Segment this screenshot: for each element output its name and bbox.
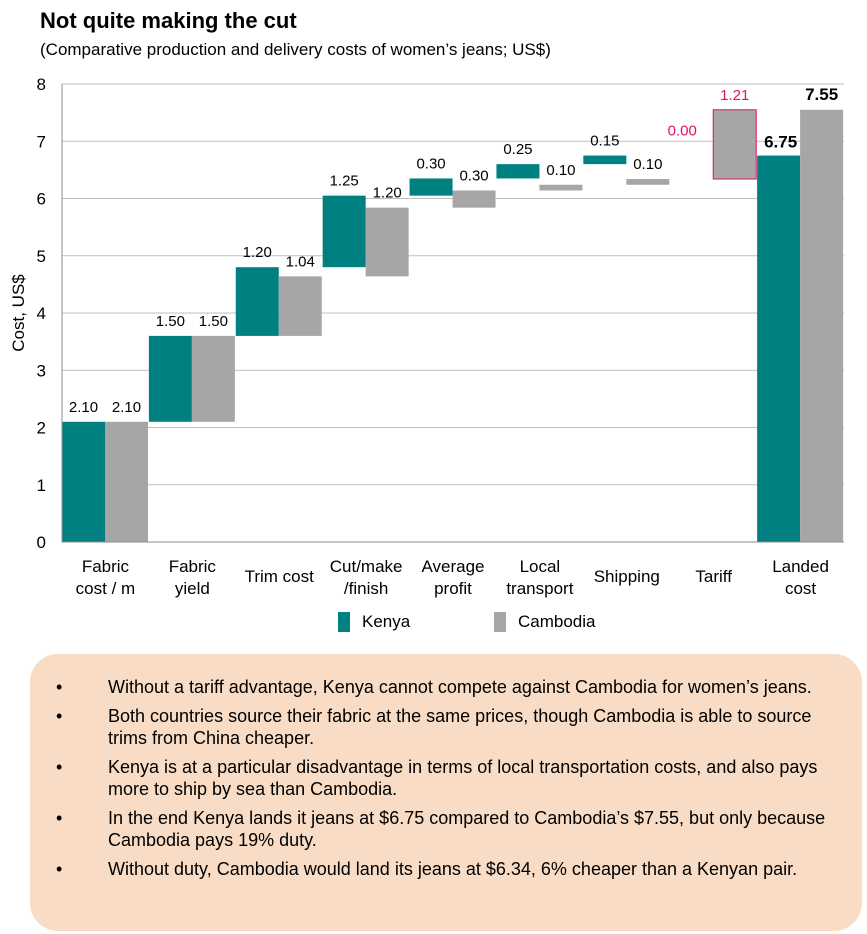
legend-item-kenya: Kenya [338, 612, 410, 632]
y-tick-label: 8 [37, 75, 46, 94]
axes: 0 1 2 3 4 5 6 7 8 Cost, US$ Fabric cost / m Fabric yi… [9, 75, 844, 598]
bar-cambodia-6 [626, 179, 670, 185]
y-tick-label: 1 [37, 476, 46, 495]
bar-kenya-8 [757, 155, 801, 542]
data-label-cambodia: 0.10 [633, 156, 662, 173]
bar-cambodia-5 [539, 184, 583, 191]
data-label-cambodia: 0.30 [459, 167, 488, 184]
note-item: In the end Kenya lands it jeans at $6.75… [56, 807, 832, 851]
data-labels: 2.10 1.50 1.20 1.25 0.30 0.25 0.15 0.00 6.75 2.10… [69, 85, 838, 416]
bar-kenya-3 [322, 195, 366, 268]
y-tick-label: 3 [37, 361, 46, 380]
x-tick-label: Local transport [506, 557, 573, 598]
legend-label-kenya: Kenya [362, 612, 411, 631]
data-label-kenya: 1.25 [330, 173, 359, 190]
data-label-cambodia: 2.10 [112, 399, 141, 416]
bar-cambodia-3 [365, 207, 409, 277]
y-tick-label: 5 [37, 247, 46, 266]
legend-swatch-cambodia [494, 612, 506, 632]
legend-swatch-kenya [338, 612, 350, 632]
notes-list: Without a tariff advantage, Kenya cannot… [56, 676, 832, 880]
chart-title: Not quite making the cut [40, 8, 297, 33]
data-label-cambodia: 0.10 [546, 162, 575, 179]
legend-label-cambodia: Cambodia [518, 612, 596, 631]
waterfall-chart: 2.10 1.50 1.20 1.25 0.30 0.25 0.15 0.00 6.75 2.10… [9, 75, 844, 598]
note-item: Kenya is at a particular disadvantage in… [56, 756, 832, 800]
y-tick-label: 6 [37, 190, 46, 209]
data-label-cambodia: 1.50 [199, 313, 228, 330]
y-axis-label: Cost, US$ [9, 274, 28, 352]
y-tick-label: 4 [37, 304, 46, 323]
note-item: Without duty, Cambodia would land its je… [56, 858, 832, 880]
bars [62, 109, 844, 542]
x-tick-label: Fabric cost / m [76, 557, 136, 598]
bar-kenya-2 [235, 267, 279, 336]
data-label-cambodia: 1.21 [720, 87, 749, 104]
data-label-kenya: 0.15 [590, 133, 619, 150]
y-tick-label: 0 [37, 533, 46, 552]
y-tick-label: 7 [37, 132, 46, 151]
bar-kenya-5 [496, 164, 540, 179]
note-item: Both countries source their fabric at th… [56, 705, 832, 749]
bar-cambodia-7 [712, 109, 757, 180]
y-tick-label: 2 [37, 419, 46, 438]
bar-cambodia-4 [452, 190, 496, 208]
x-tick-label: Landed cost [772, 557, 829, 598]
data-label-kenya: 1.50 [156, 313, 185, 330]
bar-cambodia-1 [191, 335, 235, 422]
bar-kenya-6 [583, 155, 627, 165]
data-label-cambodia: 1.04 [286, 253, 315, 270]
chart-subtitle: (Comparative production and delivery cos… [40, 40, 551, 59]
data-label-kenya: 0.30 [416, 155, 445, 172]
data-label-kenya: 0.25 [503, 141, 532, 158]
bar-kenya-0 [62, 421, 105, 542]
x-tick-label: Fabric yield [169, 557, 217, 598]
data-label-kenya: 6.75 [764, 133, 797, 152]
x-tick-label: Trim cost [245, 567, 315, 586]
bar-kenya-4 [409, 178, 453, 196]
bar-kenya-1 [148, 335, 192, 422]
data-label-cambodia: 7.55 [805, 85, 838, 104]
data-label-kenya: 0.00 [668, 123, 697, 140]
bar-cambodia-2 [278, 276, 322, 336]
x-tick-label: Shipping [594, 567, 660, 586]
notes-panel: Without a tariff advantage, Kenya cannot… [30, 654, 862, 931]
data-label-kenya: 1.20 [243, 244, 272, 261]
x-tick-label: Cut/make/finish [330, 557, 403, 598]
note-item: Without a tariff advantage, Kenya cannot… [56, 676, 832, 698]
data-label-kenya: 2.10 [69, 399, 98, 416]
data-label-cambodia: 1.20 [373, 185, 402, 202]
x-tick-label: Average profit [421, 557, 484, 598]
legend-item-cambodia: Cambodia [494, 612, 596, 632]
bar-cambodia-0 [105, 421, 148, 542]
x-tick-label: Tariff [695, 567, 732, 586]
bar-cambodia-8 [800, 109, 844, 542]
